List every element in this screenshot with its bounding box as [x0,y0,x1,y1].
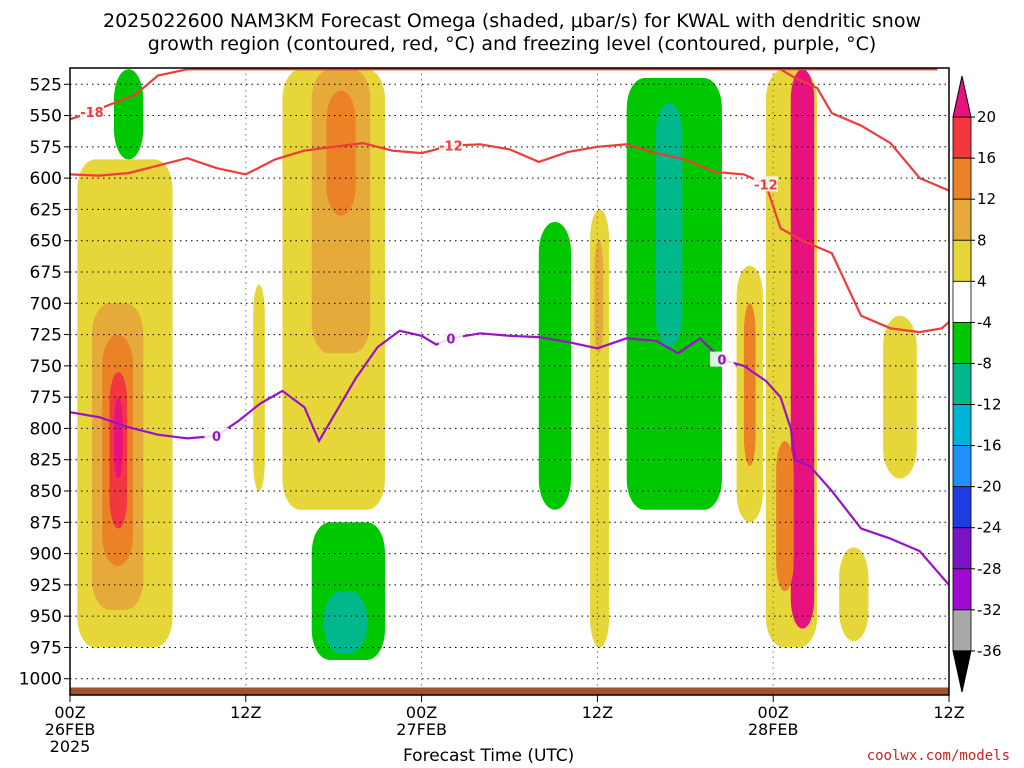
ytick-label-925: 925 [30,576,62,596]
colorbar-label-2: 12 [977,190,996,208]
plot-frame [69,67,950,696]
omega-blob-8 [326,90,356,216]
contour-label-bg-2 [753,176,778,192]
contour-label-bg-0 [79,103,104,119]
ytick-label-700: 700 [30,294,62,314]
colorbar-top-triangle [952,75,972,118]
ytick-label-975: 975 [30,638,62,658]
contour-label-bg-3 [204,427,229,443]
omega-blob-22 [839,547,869,642]
contour--12 [70,141,949,334]
colorbar-label-12: -32 [977,601,1002,619]
colorbar-label-3: 8 [977,231,987,249]
omega-blob-11 [253,284,265,492]
omega-blob-21 [776,440,794,592]
xtick-label-0-1: 26FEB [45,720,96,739]
colorbar-segment-6 [952,321,972,364]
colorbar-segment-10 [952,486,972,529]
ytick-label-525: 525 [30,75,62,95]
ytick-label-650: 650 [30,232,62,252]
colorbar-label-13: -36 [977,642,1002,660]
ytick-label-825: 825 [30,451,62,471]
contour-label-4: 0 [446,332,455,347]
ytick-label-675: 675 [30,263,62,283]
colorbar-label-1: 16 [977,149,996,167]
contour-label-bg-1 [438,137,463,153]
colorbar-segment-9 [952,445,972,488]
colorbar-label-6: -8 [977,354,992,372]
colorbar-label-9: -20 [977,478,1002,496]
colorbar-label-8: -16 [977,437,1002,455]
omega-blob-14 [594,240,604,354]
chart-title-line-1: 2025022600 NAM3KM Forecast Omega (shaded… [102,10,921,32]
omega-shading-layer [77,69,917,660]
contour-label-0: -18 [80,106,104,121]
contour-label-2: -12 [754,178,778,193]
colorbar-segment-1 [952,116,972,159]
contour-layer: -18 -12 -12 0 0 0 [70,68,949,586]
ytick-label-850: 850 [30,482,62,502]
colorbar-segment-4 [952,239,972,282]
colorbar-label-11: -28 [977,560,1002,578]
contour-label-5: 0 [717,354,726,369]
xtick-label-60-0: 12Z [933,703,964,722]
ytick-label-725: 725 [30,326,62,346]
xtick-label-48-0: 00Z [758,703,789,722]
xtick-label-24-1: 27FEB [396,720,447,739]
ytick-label-775: 775 [30,388,62,408]
colorbar-label-10: -24 [977,519,1002,537]
omega-blob-16 [656,103,683,348]
colorbar-label-0: 20 [977,108,996,126]
omega-blob-23 [883,315,917,479]
ytick-label-600: 600 [30,169,62,189]
colorbar-segment-2 [952,157,972,200]
ytick-label-575: 575 [30,138,62,158]
colorbar-segment-7 [952,363,972,405]
contour-label-bg-5 [709,351,734,367]
colorbar-bottom-triangle [952,650,972,693]
colorbar-segment-3 [952,198,972,241]
chart-title-line-2: growth region (contoured, red, °C) and f… [147,33,877,55]
contour--18b [779,68,949,192]
colorbar-segment-13 [952,609,972,652]
omega-blob-4 [113,397,123,479]
xtick-label-12-0: 12Z [230,703,261,722]
colorbar-segment-8 [952,404,972,446]
ytick-label-950: 950 [30,607,62,627]
x-axis-label: Forecast Time (UTC) [403,746,575,766]
colorbar-label-5: -4 [977,313,992,331]
colorbar-label-4: 4 [977,272,987,290]
xtick-label-24-0: 00Z [406,703,437,722]
contour-label-3: 0 [212,430,221,445]
ytick-label-800: 800 [30,419,62,439]
contour-label-1: -12 [439,140,463,155]
omega-blob-5 [113,69,144,160]
terrain-surface [70,687,949,695]
omega-blob-18 [743,303,756,466]
ytick-label-750: 750 [30,357,62,377]
colorbar: 20 16 12 8 4 -4 -8 -12 -16 -20 -24 -28 -32 -36 [952,75,1002,693]
colorbar-segment-11 [952,527,972,570]
contour-label-bg-4 [438,330,463,346]
xtick-label-0-0: 00Z [54,703,85,722]
contour-freezing [70,329,949,586]
xtick-label-0-2: 2025 [50,737,91,756]
colorbar-segment-12 [952,568,972,611]
ytick-label-625: 625 [30,200,62,220]
omega-blob-10 [323,591,368,654]
ytick-label-875: 875 [30,513,62,533]
colorbar-label-7: -12 [977,396,1002,414]
ytick-label-900: 900 [30,545,62,565]
ytick-label-550: 550 [30,107,62,127]
ytick-label-1000: 1000 [19,670,62,690]
omega-blob-20 [790,69,815,629]
source-credit: coolwx.com/models [866,748,1010,764]
xtick-label-36-0: 12Z [582,703,613,722]
colorbar-segment-5 [952,280,972,323]
pressure-axis: 525 550 575 600 625 650 675 700 725 750 775 800 825 8… [19,75,70,690]
xtick-label-48-1: 28FEB [748,720,799,739]
